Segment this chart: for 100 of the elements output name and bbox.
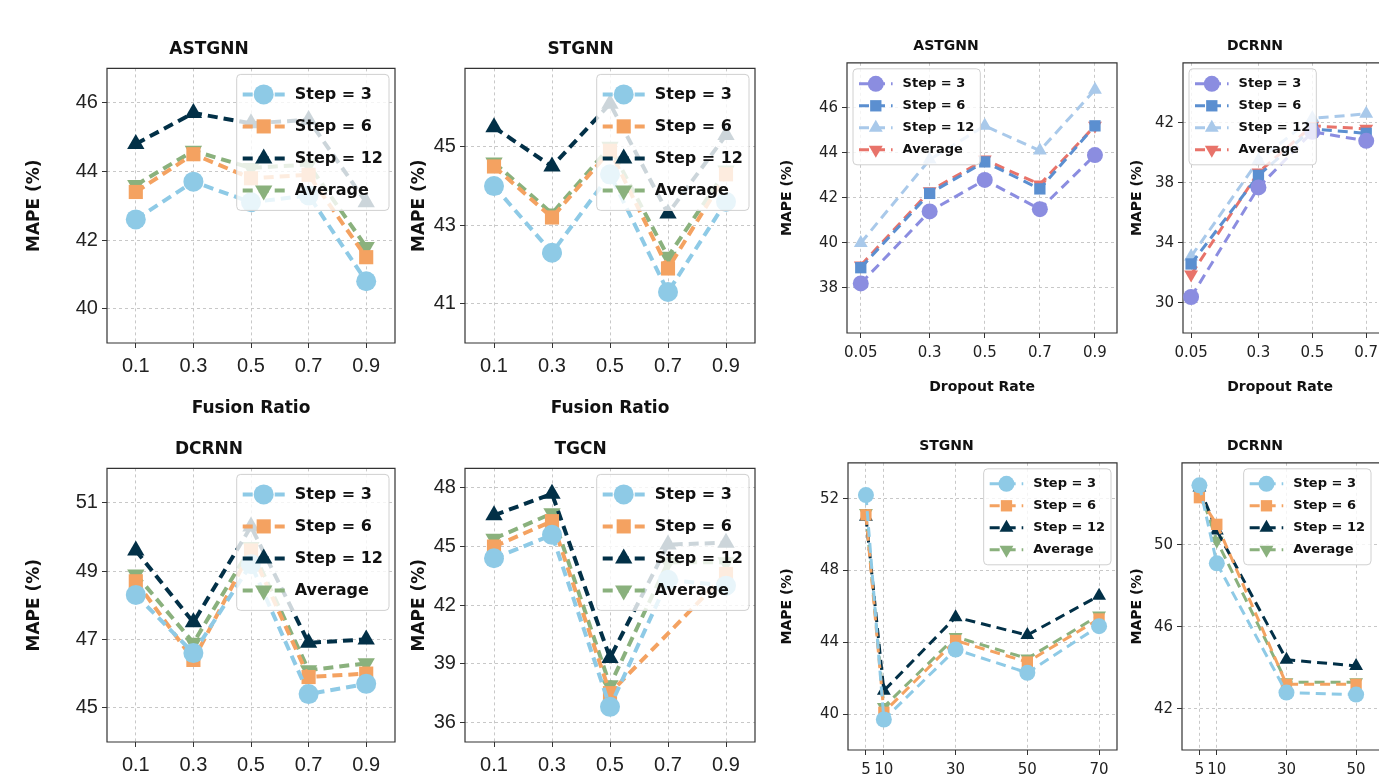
y-axis-title: MAPE (%) — [778, 568, 795, 645]
x-tick-label: 50 — [1017, 759, 1037, 778]
x-tick-label: 0.9 — [712, 752, 740, 775]
legend-label: Average — [902, 141, 963, 157]
x-tick-label: 0.3 — [1246, 342, 1271, 361]
x-tick-label: 0.05 — [1174, 342, 1208, 361]
x-tick-label: 0.9 — [352, 353, 381, 376]
legend-label: Step = 3 — [1238, 75, 1302, 91]
legend-label: Step = 3 — [1293, 475, 1356, 491]
y-tick-label: 47 — [75, 626, 98, 649]
x-tick-label: 10 — [874, 759, 894, 778]
legend-label: Step = 6 — [654, 115, 732, 135]
y-tick-label: 42 — [1154, 112, 1174, 131]
x-tick-label: 0.7 — [294, 752, 323, 775]
x-tick-label: 0.7 — [294, 353, 323, 376]
x-tick-label: 0.5 — [596, 353, 624, 376]
y-tick-label: 46 — [75, 90, 98, 113]
legend-label: Average — [1033, 541, 1094, 557]
x-tick-label: 0.7 — [1354, 342, 1379, 361]
y-tick-label: 42 — [818, 187, 838, 206]
y-tick-label: 45 — [433, 534, 456, 557]
y-tick-label: 44 — [75, 158, 98, 181]
legend-label: Average — [294, 579, 369, 599]
y-tick-label: 39 — [433, 651, 456, 674]
y-tick-label: 40 — [818, 232, 838, 251]
x-tick-label: 5 — [1194, 759, 1205, 778]
chart-title: TGCN — [554, 437, 607, 458]
legend-label: Average — [1293, 541, 1354, 557]
y-tick-label: 44 — [818, 142, 838, 161]
x-tick-label: 0.1 — [480, 353, 508, 376]
legend-label: Step = 12 — [1293, 519, 1366, 535]
x-axis-title: Fusion Ratio — [550, 397, 670, 418]
legend-label: Step = 3 — [654, 483, 732, 503]
y-tick-label: 51 — [75, 490, 98, 513]
x-tick-label: 0.9 — [352, 752, 381, 775]
y-tick-label: 41 — [433, 291, 456, 314]
y-axis-title: MAPE (%) — [22, 558, 43, 652]
x-tick-label: 0.1 — [121, 752, 150, 775]
x-axis-title: Dropout Rate — [929, 378, 1035, 395]
legend-label: Step = 6 — [1033, 497, 1096, 513]
chart-title: DCRNN — [1226, 37, 1284, 54]
y-axis-title: MAPE (%) — [1128, 568, 1145, 645]
x-tick-label: 0.7 — [654, 353, 682, 376]
x-tick-label: 30 — [946, 759, 966, 778]
legend-label: Step = 6 — [294, 115, 372, 135]
y-tick-label: 49 — [75, 558, 98, 581]
y-tick-label: 48 — [819, 560, 839, 579]
y-tick-label: 45 — [433, 134, 456, 157]
x-axis-title: Fusion Ratio — [191, 397, 311, 418]
y-axis-title: MAPE (%) — [407, 159, 428, 253]
y-tick-label: 42 — [433, 592, 456, 615]
x-axis-title: Dropout Rate — [1227, 378, 1333, 395]
x-tick-label: 0.9 — [1083, 342, 1107, 361]
y-tick-label: 52 — [819, 488, 839, 507]
x-tick-label: 70 — [1089, 759, 1109, 778]
x-tick-label: 0.9 — [712, 353, 740, 376]
x-tick-label: 0.3 — [179, 752, 208, 775]
y-tick-label: 42 — [1153, 698, 1173, 717]
legend-label: Step = 12 — [902, 119, 975, 135]
chart-title: ASTGNN — [169, 37, 249, 58]
legend-label: Average — [654, 579, 729, 599]
legend-label: Step = 6 — [294, 515, 372, 535]
chart-title: DCRNN — [1226, 437, 1284, 454]
x-tick-label: 0.5 — [237, 752, 265, 775]
y-tick-label: 30 — [1154, 292, 1174, 311]
x-tick-label: 30 — [1276, 759, 1297, 778]
x-tick-label: 50 — [1346, 759, 1366, 778]
legend-label: Average — [654, 179, 729, 199]
legend-label: Step = 12 — [1238, 119, 1311, 135]
legend-label: Step = 3 — [902, 75, 966, 91]
y-tick-label: 46 — [818, 97, 838, 116]
x-tick-label: 0.7 — [1027, 342, 1052, 361]
x-tick-label: 10 — [1207, 759, 1227, 778]
legend-label: Step = 6 — [654, 515, 732, 535]
x-tick-label: 0.5 — [1300, 342, 1325, 361]
x-tick-label: 5 — [861, 759, 871, 778]
y-tick-label: 36 — [433, 709, 456, 732]
chart-title: DCRNN — [174, 437, 244, 458]
x-tick-label: 0.1 — [480, 752, 508, 775]
y-tick-label: 38 — [818, 277, 838, 296]
legend-label: Step = 3 — [294, 83, 372, 103]
y-tick-label: 45 — [75, 695, 98, 718]
y-tick-label: 42 — [75, 227, 98, 250]
x-tick-label: 0.05 — [844, 342, 878, 361]
legend-label: Step = 12 — [294, 547, 384, 567]
y-tick-label: 48 — [433, 475, 456, 498]
legend-label: Step = 3 — [294, 483, 372, 503]
x-tick-label: 0.5 — [596, 752, 624, 775]
y-tick-label: 50 — [1153, 534, 1173, 553]
legend-label: Step = 6 — [902, 97, 966, 113]
chart-title: STGNN — [919, 437, 974, 454]
x-tick-label: 0.3 — [538, 752, 566, 775]
x-tick-label: 0.3 — [917, 342, 942, 361]
y-axis-title: MAPE (%) — [22, 159, 43, 253]
legend-label: Step = 12 — [654, 147, 744, 167]
y-tick-label: 38 — [1154, 172, 1174, 191]
legend-label: Step = 3 — [1033, 475, 1096, 491]
y-tick-label: 46 — [1153, 616, 1173, 635]
x-tick-label: 0.5 — [972, 342, 997, 361]
y-tick-label: 43 — [433, 212, 456, 235]
